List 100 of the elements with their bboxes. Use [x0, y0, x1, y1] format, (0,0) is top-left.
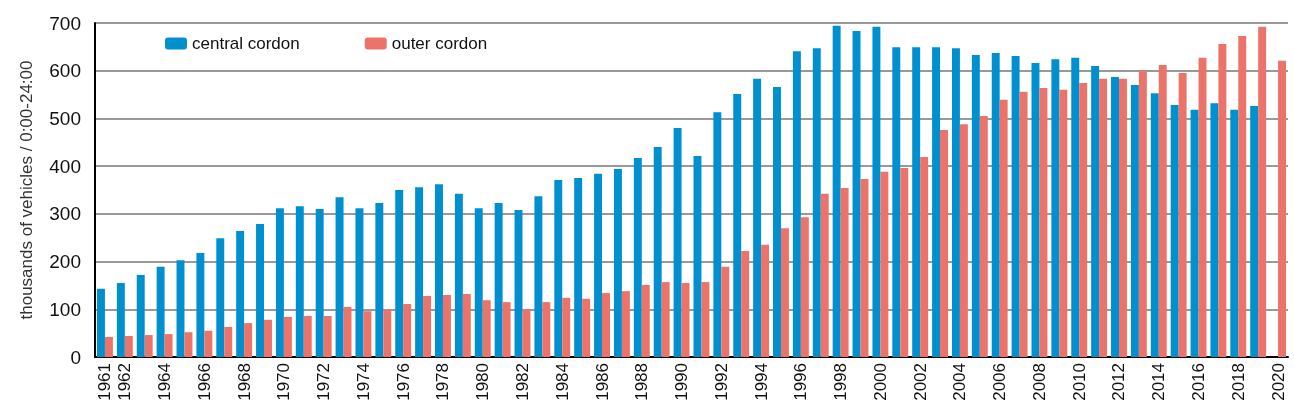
bar: [144, 335, 153, 357]
bar: [415, 187, 424, 357]
legend-label: central cordon: [192, 34, 300, 53]
bar: [880, 171, 889, 357]
bar: [1091, 65, 1100, 357]
bar: [124, 336, 133, 357]
bar: [574, 178, 583, 357]
x-tick-label: 1961: [95, 363, 115, 401]
x-tick-label: 1984: [552, 363, 572, 401]
y-tick-label: 400: [49, 155, 81, 177]
bar: [1071, 57, 1080, 357]
bar: [236, 231, 245, 357]
bar: [136, 274, 145, 357]
bar: [502, 302, 511, 357]
bar: [721, 266, 730, 357]
x-tick-label: 1982: [512, 363, 532, 401]
y-tick-label: 100: [49, 298, 81, 320]
bar: [733, 94, 742, 357]
bar: [932, 47, 941, 357]
bar: [442, 294, 451, 357]
bar: [1118, 78, 1127, 357]
y-tick-label: 600: [49, 60, 81, 82]
bar: [959, 124, 968, 357]
x-tick-label: 2002: [910, 363, 930, 401]
bar: [792, 51, 801, 357]
x-tick-label: 2004: [950, 363, 970, 401]
bar: [693, 156, 702, 357]
bar: [204, 330, 213, 357]
bar: [403, 304, 412, 357]
bar: [741, 251, 750, 357]
x-tick-label: 1990: [672, 363, 692, 401]
x-tick-label: 1980: [473, 363, 493, 401]
bar: [1158, 64, 1167, 357]
x-tick-label: 2020: [1268, 363, 1288, 401]
bar: [1039, 87, 1048, 357]
bar: [335, 197, 344, 357]
bar: [1238, 35, 1247, 357]
bar: [256, 223, 265, 357]
bar: [1178, 73, 1187, 357]
bar: [900, 168, 909, 357]
x-tick-label: 2000: [870, 363, 890, 401]
bar: [1250, 106, 1259, 357]
bar: [951, 48, 960, 357]
bar: [820, 193, 829, 357]
bar: [892, 47, 901, 357]
bar: [780, 228, 789, 357]
bar: [1258, 26, 1267, 357]
y-tick-label: 0: [70, 346, 81, 368]
bar: [1130, 85, 1139, 357]
bar: [761, 244, 770, 357]
bar: [375, 202, 384, 357]
x-tick-label: 2018: [1228, 363, 1248, 401]
bar: [224, 326, 233, 357]
bar: [753, 78, 762, 357]
bar: [633, 158, 642, 357]
x-tick-label: 1998: [831, 363, 851, 401]
bar: [494, 202, 503, 357]
x-tick-label: 1964: [155, 363, 175, 401]
bar: [116, 283, 125, 357]
bar: [196, 252, 205, 357]
x-tick-label: 1962: [115, 363, 135, 401]
x-tick-label: 1970: [274, 363, 294, 401]
bar: [363, 311, 372, 357]
bar: [1059, 89, 1068, 357]
bar: [1079, 83, 1088, 357]
x-tick-label: 2010: [1069, 363, 1089, 401]
x-tick-label: 1986: [592, 363, 612, 401]
y-tick-label: 200: [49, 251, 81, 273]
bar: [1190, 109, 1199, 357]
bar: [355, 208, 364, 357]
bar: [1170, 105, 1179, 357]
bar: [1278, 60, 1287, 357]
bar: [613, 169, 622, 357]
bar: [701, 282, 710, 357]
bar: [423, 295, 432, 357]
x-tick-label: 1974: [353, 363, 373, 401]
bar: [96, 288, 105, 357]
bar: [216, 238, 225, 357]
bar: [991, 53, 1000, 357]
bar: [653, 147, 662, 357]
bar: [840, 188, 849, 357]
bar: [156, 266, 165, 357]
bar: [681, 283, 690, 357]
bar: [295, 206, 304, 357]
bar: [800, 217, 809, 357]
bar: [554, 179, 563, 357]
bar: [594, 173, 603, 357]
bar: [395, 190, 404, 357]
bar: [713, 112, 722, 357]
y-tick-label: 700: [49, 12, 81, 34]
bar: [1138, 70, 1147, 357]
bar: [1051, 59, 1060, 357]
x-tick-label: 1966: [194, 363, 214, 401]
bar: [482, 300, 491, 357]
x-tick-label: 1992: [711, 363, 731, 401]
bar: [673, 127, 682, 357]
x-tick-label: 1968: [234, 363, 254, 401]
x-tick-label: 1994: [751, 363, 771, 401]
bar: [920, 157, 929, 357]
bar: [582, 298, 591, 357]
